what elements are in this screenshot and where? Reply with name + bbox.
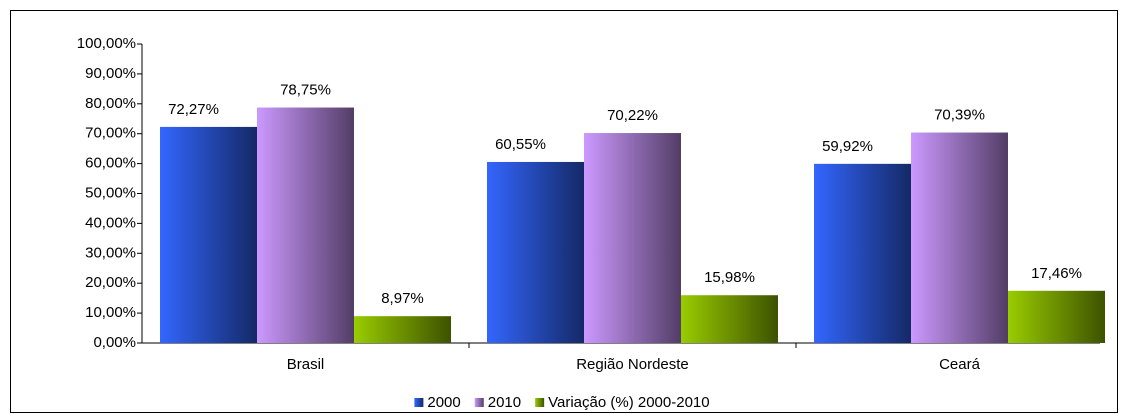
y-tick-label: 20,00% xyxy=(85,274,136,291)
value-label: 59,92% xyxy=(822,138,873,155)
value-label: 70,22% xyxy=(607,107,658,124)
value-label: 60,55% xyxy=(495,136,546,153)
x-tick-label: Ceará xyxy=(939,356,981,373)
value-label: 8,97% xyxy=(381,290,424,307)
legend-swatch xyxy=(414,398,424,407)
bar xyxy=(1008,290,1105,343)
y-tick-label: 60,00% xyxy=(85,155,136,172)
bar xyxy=(354,316,451,343)
value-label: 70,39% xyxy=(934,107,985,124)
bar xyxy=(814,163,911,343)
bar xyxy=(911,132,1008,343)
y-tick-label: 10,00% xyxy=(85,304,136,321)
y-tick-label: 40,00% xyxy=(85,214,136,231)
value-label: 17,46% xyxy=(1031,265,1082,282)
value-label: 78,75% xyxy=(280,82,331,99)
value-label: 15,98% xyxy=(704,269,755,286)
bar xyxy=(487,161,584,343)
legend-label: Variação (%) 2000-2010 xyxy=(548,394,709,411)
y-tick-label: 100,00% xyxy=(77,35,136,52)
legend-swatch xyxy=(474,398,484,407)
bar xyxy=(681,295,778,343)
y-tick-label: 90,00% xyxy=(85,65,136,82)
y-tick-label: 80,00% xyxy=(85,95,136,112)
bar xyxy=(584,133,681,343)
legend-label: 2010 xyxy=(488,394,521,411)
y-tick-label: 30,00% xyxy=(85,244,136,261)
legend-label: 2000 xyxy=(427,394,460,411)
y-tick-label: 0,00% xyxy=(93,334,136,351)
bar xyxy=(257,107,354,343)
y-tick-label: 70,00% xyxy=(85,125,136,142)
legend-swatch xyxy=(535,398,545,407)
x-tick-label: Brasil xyxy=(287,356,325,373)
y-tick-label: 50,00% xyxy=(85,184,136,201)
value-label: 72,27% xyxy=(168,101,219,118)
x-tick-label: Região Nordeste xyxy=(576,356,689,373)
bar xyxy=(160,126,257,344)
